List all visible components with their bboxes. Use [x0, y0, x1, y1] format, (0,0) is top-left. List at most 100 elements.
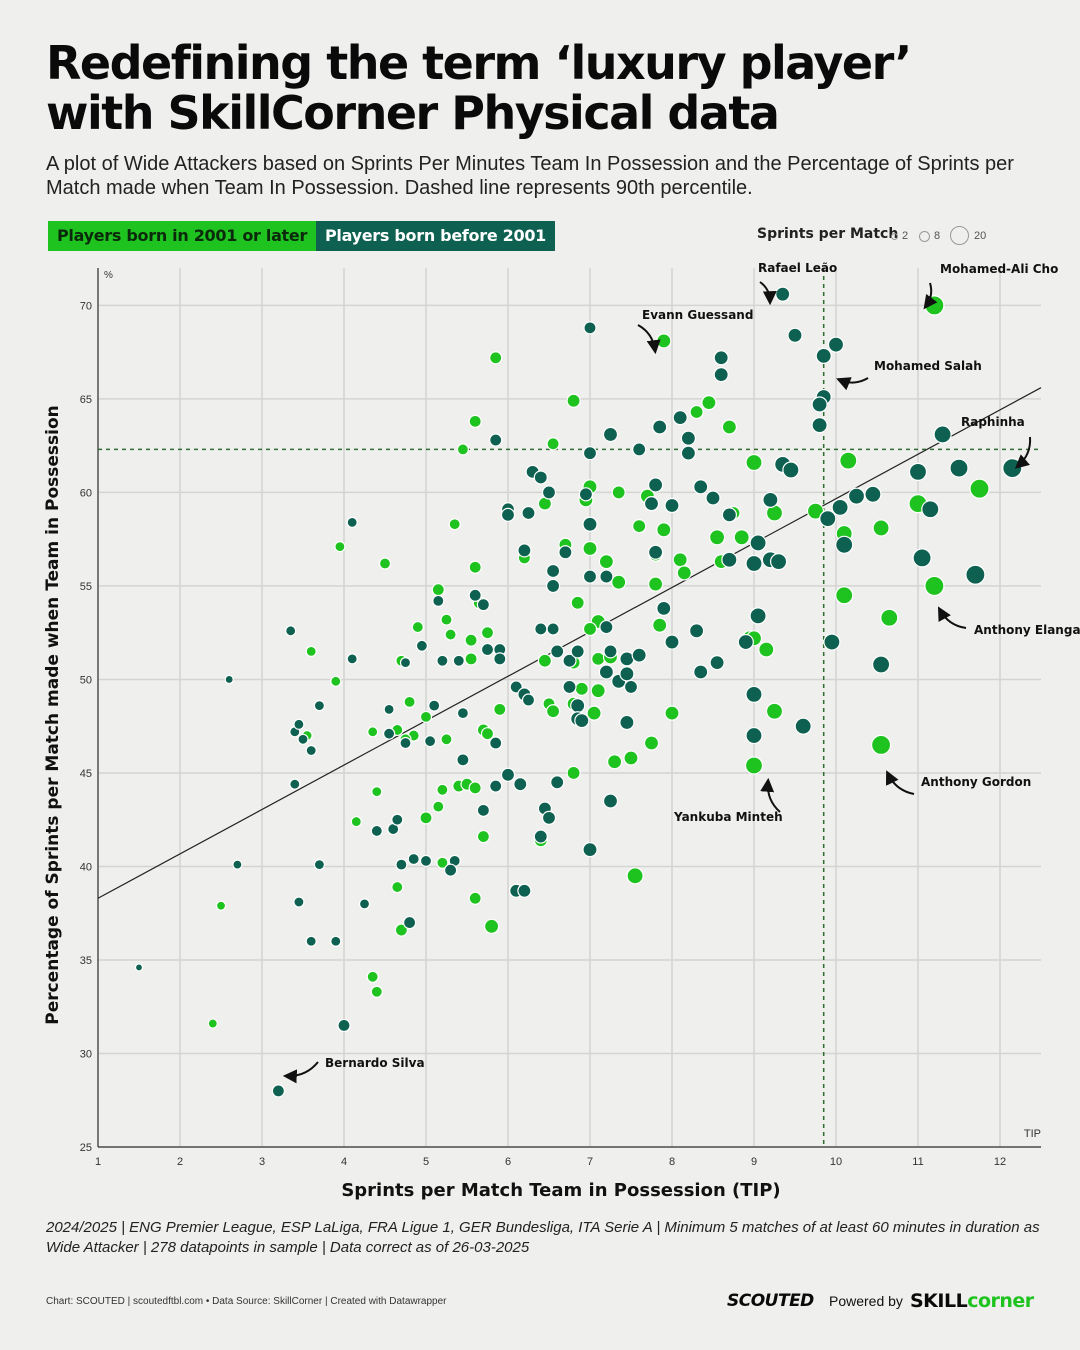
- data-point-young: [432, 800, 445, 813]
- data-point-older: [672, 410, 688, 426]
- data-point-young: [411, 620, 424, 634]
- data-point-young: [656, 522, 672, 538]
- data-point-older: [831, 498, 849, 516]
- data-point-older: [297, 733, 309, 745]
- data-point-young: [701, 395, 717, 411]
- data-point-older: [419, 854, 433, 867]
- data-point-older: [293, 718, 305, 730]
- data-point-older: [688, 623, 705, 639]
- data-point-young: [545, 704, 561, 719]
- annotations: Rafael Leão Mohamed-Ali Cho Evann Guessand…: [282, 261, 1080, 1084]
- scouted-logo: SCOUTED: [727, 1291, 814, 1311]
- data-point-young: [765, 702, 784, 720]
- data-point-older: [541, 810, 557, 825]
- data-point-young: [366, 970, 379, 983]
- data-point-older: [533, 470, 548, 485]
- data-point-young: [721, 419, 738, 435]
- data-point-older: [558, 545, 573, 560]
- data-point-older: [574, 712, 590, 729]
- x-tick-label: 12: [994, 1156, 1006, 1168]
- data-point-older: [391, 813, 404, 826]
- data-point-older: [693, 664, 709, 680]
- data-point-older: [489, 779, 503, 793]
- size-legend-value-small: 2: [902, 230, 909, 242]
- data-point-older: [835, 535, 854, 554]
- data-point-older: [864, 485, 882, 503]
- data-point-older: [403, 915, 417, 930]
- data-point-young: [566, 765, 581, 781]
- data-point-older: [632, 442, 647, 457]
- data-point-older: [550, 644, 565, 659]
- data-point-older: [550, 775, 565, 790]
- data-point-older: [664, 634, 680, 650]
- data-point-older: [562, 653, 577, 668]
- data-point-older: [749, 534, 767, 552]
- data-point-older: [933, 425, 952, 444]
- data-point-young: [664, 705, 680, 721]
- annotation-arrow-icon: [282, 1061, 319, 1084]
- data-point-older: [337, 1018, 351, 1033]
- data-point-older: [346, 653, 358, 665]
- annotation-label: Rafael Leão: [758, 261, 837, 275]
- data-point-young: [464, 652, 478, 666]
- size-legend-value-large: 20: [974, 230, 987, 242]
- data-point-older: [745, 685, 763, 704]
- data-point-older: [623, 679, 639, 695]
- x-tick-label: 8: [669, 1156, 675, 1168]
- data-point-older: [949, 458, 969, 478]
- y-tick-label: 60: [80, 487, 92, 499]
- data-point-older: [794, 717, 812, 735]
- data-point-young: [489, 351, 503, 365]
- annotation-label: Evann Guessand: [642, 308, 753, 322]
- data-point-young: [643, 735, 660, 751]
- data-point-young: [334, 541, 346, 553]
- data-point-older: [656, 600, 672, 616]
- data-point-older: [643, 496, 660, 512]
- data-point-older: [583, 321, 597, 335]
- trend-line: [97, 387, 1042, 899]
- data-point-young: [480, 727, 495, 741]
- data-point-older: [602, 793, 619, 809]
- y-tick-label: 30: [80, 1048, 92, 1060]
- data-point-young: [436, 856, 449, 869]
- data-point-young: [350, 815, 362, 828]
- data-point-older: [444, 863, 458, 877]
- x-tick-label: 1: [95, 1156, 101, 1168]
- data-point-older: [436, 654, 449, 667]
- data-point-young: [582, 621, 598, 637]
- data-point-older: [599, 619, 614, 635]
- data-point-older: [305, 935, 317, 947]
- data-point-older: [782, 461, 800, 479]
- data-point-young: [440, 733, 453, 746]
- data-point-older: [456, 707, 469, 720]
- data-point-older: [599, 569, 614, 584]
- y-tick-label: 55: [80, 581, 92, 593]
- data-point-older: [285, 625, 297, 637]
- y-tick-label: 40: [80, 861, 92, 873]
- data-point-older: [787, 327, 803, 343]
- data-point-older: [533, 829, 548, 844]
- data-point-older: [415, 639, 428, 652]
- x-tick-label: 3: [259, 1156, 265, 1168]
- data-point-older: [647, 477, 664, 493]
- data-point-young: [371, 786, 383, 798]
- data-point-young: [708, 529, 726, 546]
- data-point-young: [456, 443, 469, 456]
- data-point-young: [733, 529, 750, 546]
- data-point-older: [500, 767, 516, 782]
- data-point-young: [391, 880, 404, 894]
- data-point-older: [619, 714, 635, 731]
- data-point-older: [745, 726, 763, 745]
- data-point-young: [370, 985, 383, 998]
- data-point-young: [586, 705, 602, 721]
- data-point-young: [566, 393, 581, 408]
- data-point-young: [591, 651, 606, 666]
- data-point-older: [534, 622, 548, 636]
- data-point-older: [305, 744, 317, 757]
- data-point-young: [656, 333, 672, 349]
- title-line-2: with SkillCorner Physical data: [46, 86, 780, 140]
- data-point-older: [489, 433, 503, 447]
- y-tick-label: 65: [80, 394, 92, 406]
- data-point-young: [880, 608, 899, 627]
- x-tick-label: 7: [587, 1156, 593, 1168]
